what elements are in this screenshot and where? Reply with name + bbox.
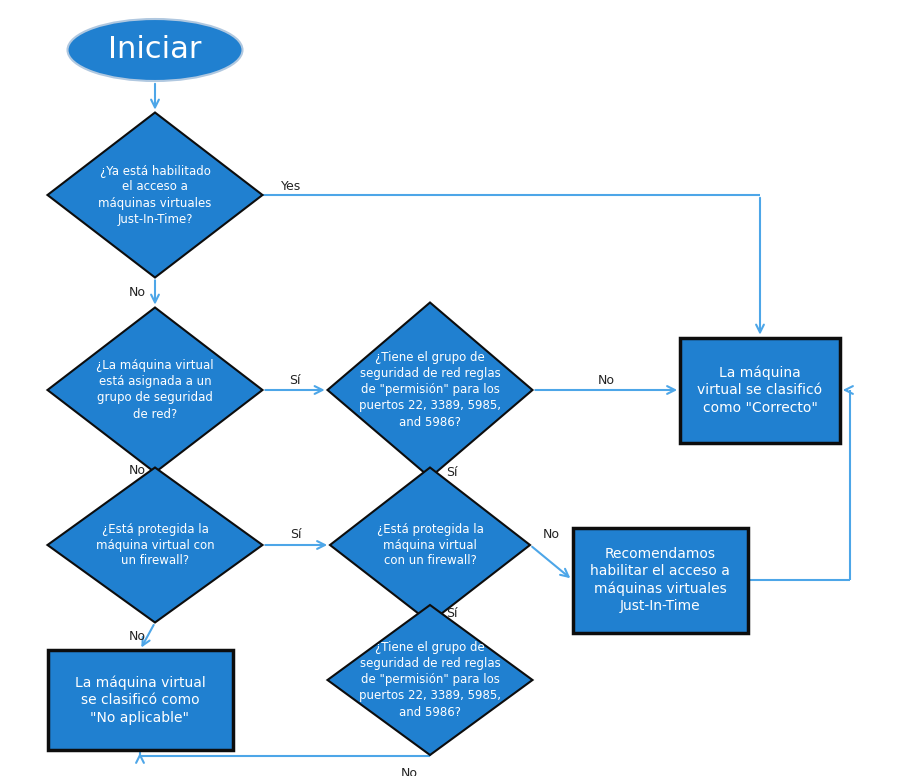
Polygon shape bbox=[48, 307, 262, 473]
Text: La máquina virtual
se clasificó como
"No aplicable": La máquina virtual se clasificó como "No… bbox=[75, 675, 205, 725]
Text: Sí: Sí bbox=[289, 373, 301, 386]
FancyBboxPatch shape bbox=[48, 650, 232, 750]
Text: No: No bbox=[129, 463, 145, 476]
Text: ¿Tiene el grupo de
seguridad de red reglas
de "permisión" para los
puertos 22, 3: ¿Tiene el grupo de seguridad de red regl… bbox=[359, 642, 501, 719]
Text: ¿La máquina virtual
está asignada a un
grupo de seguridad
de red?: ¿La máquina virtual está asignada a un g… bbox=[96, 359, 214, 421]
Polygon shape bbox=[48, 467, 262, 622]
FancyBboxPatch shape bbox=[680, 338, 840, 442]
Text: No: No bbox=[401, 767, 418, 776]
FancyBboxPatch shape bbox=[572, 528, 748, 632]
Polygon shape bbox=[48, 113, 262, 278]
Text: ¿Ya está habilitado
el acceso a
máquinas virtuales
Just-In-Time?: ¿Ya está habilitado el acceso a máquinas… bbox=[98, 165, 212, 226]
Text: No: No bbox=[129, 286, 145, 299]
Ellipse shape bbox=[68, 19, 242, 81]
Text: ¿Está protegida la
máquina virtual con
un firewall?: ¿Está protegida la máquina virtual con u… bbox=[96, 522, 214, 567]
Text: No: No bbox=[129, 630, 145, 643]
Text: Sí: Sí bbox=[446, 466, 458, 479]
Text: Sí: Sí bbox=[446, 608, 458, 620]
Text: Recomendamos
habilitar el acceso a
máquinas virtuales
Just-In-Time: Recomendamos habilitar el acceso a máqui… bbox=[590, 547, 730, 613]
Polygon shape bbox=[327, 605, 532, 755]
Text: La máquina
virtual se clasificó
como "Correcto": La máquina virtual se clasificó como "Co… bbox=[697, 365, 823, 414]
Polygon shape bbox=[327, 303, 532, 477]
Text: Iniciar: Iniciar bbox=[108, 36, 202, 64]
Text: ¿Está protegida la
máquina virtual
con un firewall?: ¿Está protegida la máquina virtual con u… bbox=[377, 522, 484, 567]
Text: No: No bbox=[542, 528, 560, 542]
Text: No: No bbox=[597, 373, 614, 386]
Text: Sí: Sí bbox=[290, 528, 302, 542]
Polygon shape bbox=[330, 467, 530, 622]
Text: ¿Tiene el grupo de
seguridad de red reglas
de "permisión" para los
puertos 22, 3: ¿Tiene el grupo de seguridad de red regl… bbox=[359, 352, 501, 428]
Text: Yes: Yes bbox=[280, 181, 301, 193]
